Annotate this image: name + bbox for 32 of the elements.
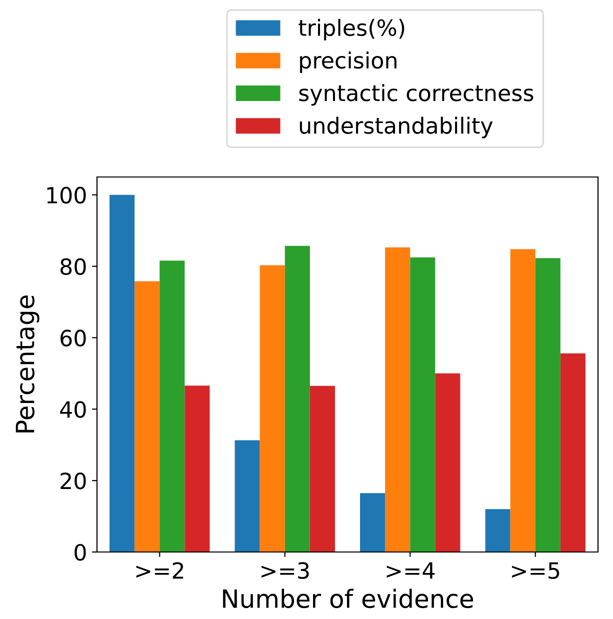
y-tick-label: 60 xyxy=(60,330,86,346)
legend-label: precision xyxy=(300,52,396,74)
y-tick-label: 80 xyxy=(60,258,86,276)
bar xyxy=(510,249,536,552)
y-tick-label: 20 xyxy=(60,472,86,490)
y-tick-label: 40 xyxy=(60,401,86,418)
x-tick-label: >=2 xyxy=(136,562,184,579)
bar xyxy=(410,257,436,552)
bar xyxy=(184,386,210,552)
bar xyxy=(385,247,410,552)
y-axis-title: Percentage xyxy=(16,296,40,432)
bar xyxy=(234,440,260,552)
y-tick-label: 0 xyxy=(74,544,86,561)
legend-label: triples(%) xyxy=(298,18,404,40)
bar xyxy=(260,265,285,552)
y-tick-label: 100 xyxy=(47,186,86,204)
bar xyxy=(485,509,510,552)
bar xyxy=(435,373,460,552)
bar xyxy=(560,353,586,552)
bar xyxy=(134,281,160,552)
bar xyxy=(360,493,386,552)
bar xyxy=(284,246,310,552)
legend-label: understandability xyxy=(300,116,493,138)
x-axis-title: Number of evidence xyxy=(223,588,474,608)
bar xyxy=(310,386,335,552)
legend-label: syntactic correctness xyxy=(299,84,534,106)
x-tick-label: >=3 xyxy=(262,562,309,579)
x-tick-label: >=5 xyxy=(512,562,560,579)
x-tick-label: >=4 xyxy=(386,562,435,579)
bar xyxy=(160,260,185,552)
bar xyxy=(110,194,135,552)
bar xyxy=(535,258,560,552)
